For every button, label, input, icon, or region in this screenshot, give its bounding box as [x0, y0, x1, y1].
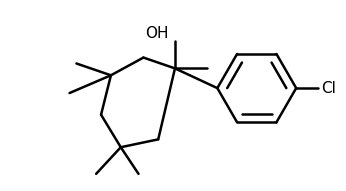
- Text: OH: OH: [145, 26, 169, 41]
- Text: Cl: Cl: [321, 81, 336, 96]
